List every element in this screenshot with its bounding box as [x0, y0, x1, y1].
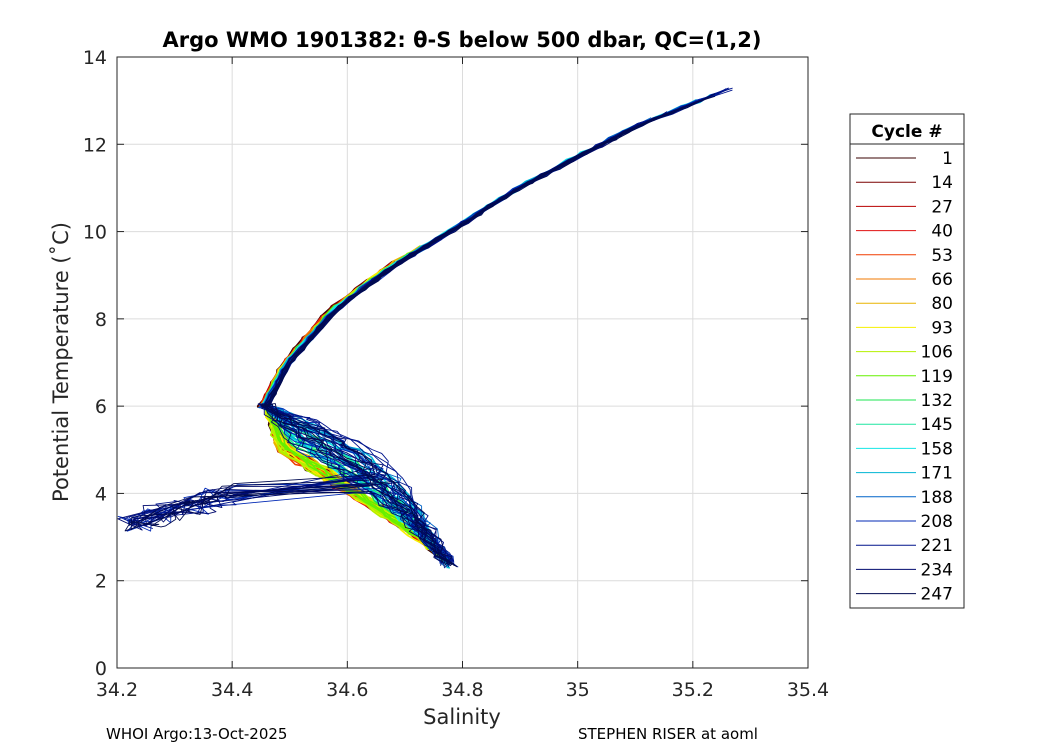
- legend-label: 106: [921, 343, 953, 363]
- footer-right-credit: STEPHEN RISER at aoml: [578, 725, 758, 743]
- axis-ticks: 34.2 34.4 34.6 34.8 35 35.2 35.4 0 2 4 6 8 10 12 14: [83, 47, 829, 701]
- legend-title: Cycle #: [871, 122, 942, 142]
- legend-label: 119: [921, 367, 953, 387]
- y-tick-label: 6: [95, 396, 107, 418]
- legend-label: 234: [921, 560, 953, 580]
- x-tick-label: 34.8: [441, 679, 483, 701]
- profile-lines: [117, 87, 733, 569]
- legend-label: 40: [931, 222, 953, 242]
- y-tick-label: 4: [95, 483, 107, 505]
- legend-label: 93: [931, 318, 953, 338]
- y-axis-label: Potential Temperature (˚C): [49, 222, 73, 502]
- legend-label: 132: [921, 391, 953, 411]
- x-tick-label: 34.6: [326, 679, 368, 701]
- legend-label: 1: [942, 149, 953, 169]
- x-tick-label: 35.2: [672, 679, 714, 701]
- legend-label: 158: [921, 439, 953, 459]
- legend-label: 145: [921, 415, 953, 435]
- chart-title: Argo WMO 1901382: θ-S below 500 dbar, QC…: [163, 28, 762, 52]
- legend-label: 208: [921, 512, 953, 532]
- legend-items: 1 14 27 40 53 66 80 93 106 119 132 145 158 171 188 208 2…: [856, 149, 953, 605]
- legend-label: 27: [931, 197, 953, 217]
- y-tick-label: 0: [95, 658, 107, 680]
- legend-label: 80: [931, 294, 953, 314]
- legend-label: 171: [921, 464, 953, 484]
- y-tick-label: 2: [95, 571, 107, 593]
- legend: Cycle # 1 14 27 40 53 66 80 93 106 119 132 145 158 17…: [849, 113, 965, 609]
- profile-line-cycle-247: [263, 99, 701, 568]
- legend-box: [849, 113, 965, 609]
- legend-label: 188: [921, 488, 953, 508]
- x-tick-label: 34.4: [211, 679, 253, 701]
- x-tick-label: 34.2: [96, 679, 138, 701]
- legend-label: 221: [921, 536, 953, 556]
- legend-label: 247: [921, 585, 953, 605]
- y-tick-label: 10: [83, 222, 107, 244]
- y-tick-label: 12: [83, 134, 107, 156]
- x-tick-label: 35: [566, 679, 590, 701]
- legend-label: 66: [931, 270, 953, 290]
- legend-label: 53: [931, 246, 953, 266]
- y-tick-label: 8: [95, 309, 107, 331]
- x-tick-label: 35.4: [787, 679, 829, 701]
- footer-left-credit: WHOI Argo:13-Oct-2025: [106, 725, 288, 743]
- x-axis-label: Salinity: [423, 705, 501, 729]
- y-tick-label: 14: [83, 47, 107, 69]
- legend-label: 14: [931, 173, 953, 193]
